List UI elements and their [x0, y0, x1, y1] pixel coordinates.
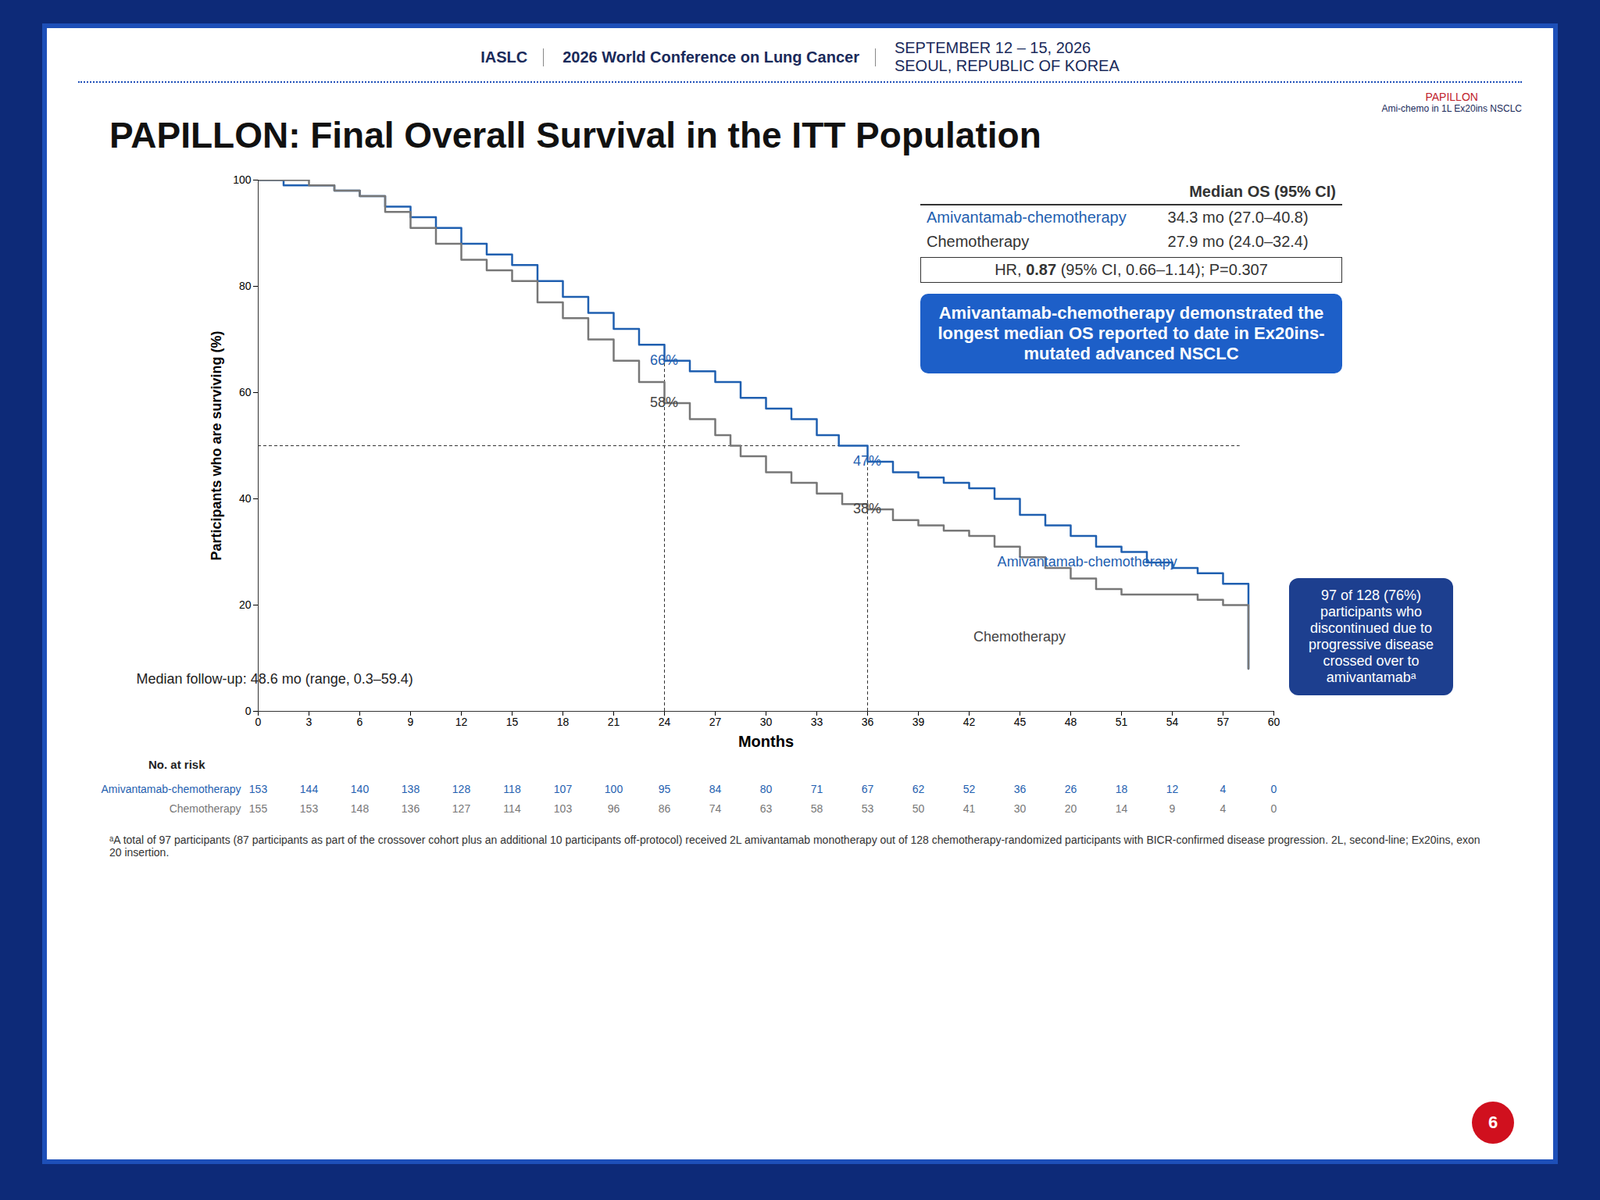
svg-text:27: 27 — [709, 715, 722, 729]
svg-text:128: 128 — [452, 782, 472, 796]
svg-text:153: 153 — [249, 782, 268, 796]
svg-text:12: 12 — [1166, 782, 1179, 796]
svg-text:53: 53 — [861, 802, 875, 815]
svg-text:Amivantamab-chemotherapy: Amivantamab-chemotherapy — [101, 782, 242, 796]
svg-text:155: 155 — [249, 802, 268, 815]
svg-text:57: 57 — [1217, 715, 1230, 729]
svg-text:114: 114 — [503, 802, 522, 815]
svg-text:30: 30 — [760, 715, 773, 729]
html-text:2026 World Conference on Lung: 2026 World Conference on Lung Cancer — [562, 48, 860, 66]
svg-text:100: 100 — [604, 782, 624, 796]
svg-text:Chemotherapy: Chemotherapy — [169, 802, 242, 815]
svg-text:39: 39 — [912, 715, 925, 729]
svg-text:60: 60 — [239, 385, 252, 399]
html-text:34.3 mo (27.0–40.8): 34.3 mo (27.0–40.8) — [1167, 208, 1309, 226]
html-text:No. at risk: No. at risk — [148, 757, 206, 772]
svg-text:66%: 66% — [650, 352, 679, 368]
svg-text:14: 14 — [1115, 802, 1129, 815]
svg-text:48: 48 — [1064, 715, 1078, 729]
html-text:Median OS (95% CI): Median OS (95% CI) — [1189, 182, 1336, 200]
svg-text:26: 26 — [1064, 782, 1078, 796]
svg-text:24: 24 — [658, 715, 672, 729]
html-text:ᵃA total of 97 participants (8: ᵃA total of 97 participants (87 particip… — [109, 833, 1481, 859]
svg-text:18: 18 — [557, 715, 570, 729]
svg-text:107: 107 — [553, 782, 573, 796]
svg-text:54: 54 — [1166, 715, 1179, 729]
svg-text:138: 138 — [401, 782, 421, 796]
svg-text:0: 0 — [255, 715, 262, 729]
svg-text:36: 36 — [861, 715, 875, 729]
html-text:Amivantamab-chemotherapy demon: Amivantamab-chemotherapy demonstrated th… — [937, 303, 1325, 364]
svg-text:15: 15 — [506, 715, 519, 729]
html-text:SEOUL, REPUBLIC OF KOREA: SEOUL, REPUBLIC OF KOREA — [894, 57, 1120, 75]
svg-text:50: 50 — [912, 802, 925, 815]
svg-text:71: 71 — [810, 782, 824, 796]
svg-text:74: 74 — [709, 802, 722, 815]
svg-text:38%: 38% — [853, 500, 882, 517]
svg-text:60: 60 — [1267, 715, 1281, 729]
svg-text:33: 33 — [810, 715, 824, 729]
svg-text:36: 36 — [1014, 782, 1027, 796]
svg-text:Months: Months — [738, 732, 794, 750]
svg-text:84: 84 — [709, 782, 722, 796]
html-text:Amivantamab-chemotherapy: Amivantamab-chemotherapy — [926, 208, 1127, 226]
svg-text:148: 148 — [350, 802, 370, 815]
html-text:27.9 mo (24.0–32.4): 27.9 mo (24.0–32.4) — [1167, 232, 1309, 250]
svg-text:Amivantamab-chemotherapy: Amivantamab-chemotherapy — [997, 553, 1178, 570]
svg-text:136: 136 — [401, 802, 421, 815]
svg-text:Median follow-up: 48.6 mo (ran: Median follow-up: 48.6 mo (range, 0.3–59… — [136, 671, 414, 687]
svg-text:0: 0 — [1271, 782, 1278, 796]
svg-text:42: 42 — [963, 715, 976, 729]
svg-text:47%: 47% — [853, 453, 882, 469]
svg-text:Chemotherapy: Chemotherapy — [973, 628, 1066, 645]
svg-text:Participants who are surviving: Participants who are surviving (%) — [208, 330, 225, 561]
svg-text:9: 9 — [1169, 802, 1176, 815]
svg-text:0: 0 — [245, 704, 252, 718]
svg-text:3: 3 — [306, 715, 313, 729]
svg-text:6: 6 — [357, 715, 364, 729]
html-text:6: 6 — [1488, 1112, 1498, 1133]
svg-text:21: 21 — [607, 715, 621, 729]
svg-text:51: 51 — [1115, 715, 1129, 729]
svg-text:80: 80 — [239, 279, 252, 293]
svg-text:45: 45 — [1014, 715, 1027, 729]
svg-text:63: 63 — [760, 802, 773, 815]
svg-text:100: 100 — [232, 173, 252, 186]
svg-text:20: 20 — [239, 598, 252, 611]
svg-text:86: 86 — [658, 802, 672, 815]
html-text:Chemotherapy: Chemotherapy — [926, 232, 1030, 250]
svg-text:30: 30 — [1014, 802, 1027, 815]
html-text:SEPTEMBER 12 – 15, 2026: SEPTEMBER 12 – 15, 2026 — [894, 39, 1091, 57]
svg-text:96: 96 — [607, 802, 621, 815]
svg-text:18: 18 — [1115, 782, 1129, 796]
svg-text:95: 95 — [658, 782, 672, 796]
svg-text:140: 140 — [350, 782, 370, 796]
svg-text:103: 103 — [553, 802, 573, 815]
svg-text:12: 12 — [455, 715, 468, 729]
svg-text:127: 127 — [452, 802, 472, 815]
svg-text:41: 41 — [963, 802, 976, 815]
svg-text:67: 67 — [861, 782, 875, 796]
svg-text:40: 40 — [239, 492, 252, 505]
html-text:PAPILLON: PAPILLON — [1425, 90, 1479, 104]
svg-text:4: 4 — [1220, 802, 1227, 815]
svg-text:9: 9 — [407, 715, 415, 729]
svg-text:153: 153 — [300, 802, 319, 815]
html-text:HR, 0.87 (95% CI, 0.66–1.14);: HR, 0.87 (95% CI, 0.66–1.14); P=0.307 — [994, 260, 1268, 279]
html-text:97 of 128 (76%) participants w: 97 of 128 (76%) participants who discont… — [1308, 587, 1434, 686]
html-text:PAPILLON: Final Overall Surviv: PAPILLON: Final Overall Survival in the … — [109, 114, 1042, 156]
svg-text:144: 144 — [300, 782, 319, 796]
svg-text:62: 62 — [912, 782, 925, 796]
svg-text:58%: 58% — [650, 394, 679, 411]
svg-text:4: 4 — [1220, 782, 1227, 796]
svg-text:20: 20 — [1064, 802, 1078, 815]
html-text:IASLC: IASLC — [480, 48, 528, 66]
svg-text:52: 52 — [963, 782, 976, 796]
svg-text:0: 0 — [1271, 802, 1278, 815]
svg-text:118: 118 — [503, 782, 522, 796]
svg-text:80: 80 — [760, 782, 773, 796]
html-text:Ami-chemo in 1L Ex20ins NSCLC: Ami-chemo in 1L Ex20ins NSCLC — [1381, 103, 1522, 115]
svg-text:58: 58 — [810, 802, 824, 815]
